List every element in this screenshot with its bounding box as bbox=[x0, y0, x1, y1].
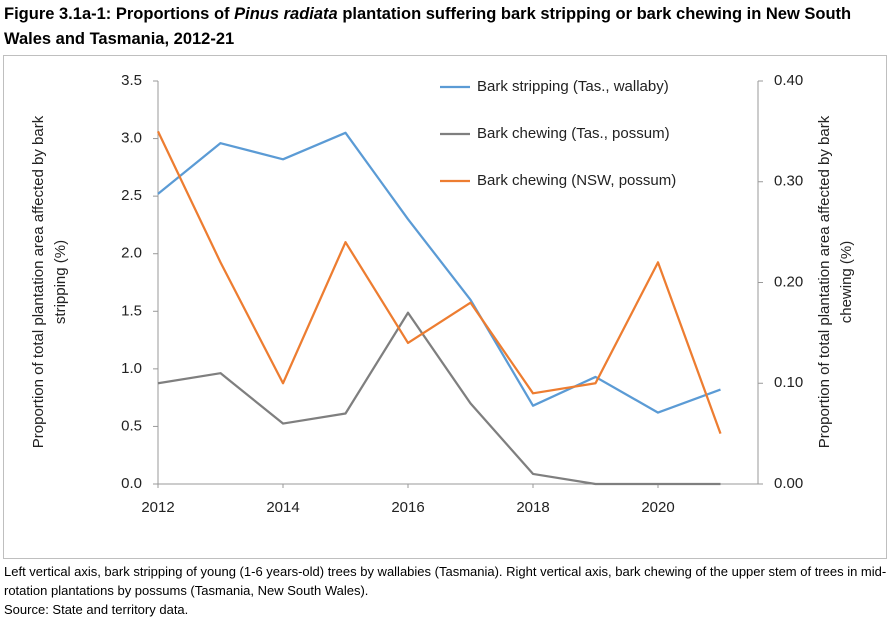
note: Left vertical axis, bark stripping of yo… bbox=[4, 564, 887, 598]
y2-axis-label-line: Proportion of total plantation area affe… bbox=[816, 115, 833, 448]
x-tick-label: 2014 bbox=[266, 499, 299, 516]
y2-axis-label-line: chewing (%) bbox=[838, 241, 855, 324]
chart-border bbox=[3, 55, 887, 559]
y2-tick-label: 0.40 bbox=[774, 72, 803, 89]
line-series bbox=[157, 311, 721, 486]
chart-title: Figure 3.1a-1: Proportions of Pinus radi… bbox=[4, 2, 884, 52]
y2-tick-label: 0.20 bbox=[774, 273, 803, 290]
legend-label: Bark stripping (Tas., wallaby) bbox=[477, 78, 669, 95]
y-axis-label-line: Proportion of total plantation area affe… bbox=[30, 115, 47, 448]
y2-axis-label: Proportion of total plantation area affe… bbox=[816, 115, 855, 448]
title-part: Pinus radiata bbox=[234, 5, 338, 23]
legend-label: Bark chewing (NSW, possum) bbox=[477, 172, 676, 189]
y-tick-label: 0.0 bbox=[121, 475, 142, 492]
legend-label: Bark chewing (Tas., possum) bbox=[477, 125, 670, 142]
y-tick-label: 0.5 bbox=[121, 417, 142, 434]
y-tick-label: 2.0 bbox=[121, 245, 142, 262]
y-axis-label-line: stripping (%) bbox=[52, 240, 69, 324]
y-tick-label: 2.5 bbox=[121, 187, 142, 204]
x-tick-label: 2012 bbox=[141, 499, 174, 516]
x-tick-label: 2020 bbox=[641, 499, 674, 516]
notes: Left vertical axis, bark stripping of yo… bbox=[4, 562, 888, 619]
y2-tick-label: 0.00 bbox=[774, 475, 803, 492]
line-series bbox=[156, 130, 722, 435]
y-tick-label: 1.5 bbox=[121, 302, 142, 319]
y2-tick-label: 0.30 bbox=[774, 173, 803, 190]
y-tick-label: 3.0 bbox=[121, 130, 142, 147]
line-series bbox=[157, 131, 721, 414]
y-axis-label: Proportion of total plantation area affe… bbox=[30, 115, 69, 448]
source: Source: State and territory data. bbox=[4, 602, 189, 617]
y-tick-label: 3.5 bbox=[121, 72, 142, 89]
x-tick-label: 2016 bbox=[391, 499, 424, 516]
x-tick-label: 2018 bbox=[516, 499, 549, 516]
y2-tick-label: 0.10 bbox=[774, 374, 803, 391]
title-part: plantation suffering bark stripping or b… bbox=[4, 5, 852, 48]
y-tick-label: 1.0 bbox=[121, 360, 142, 377]
title-part: Figure 3.1a-1: Proportions of bbox=[4, 5, 235, 23]
